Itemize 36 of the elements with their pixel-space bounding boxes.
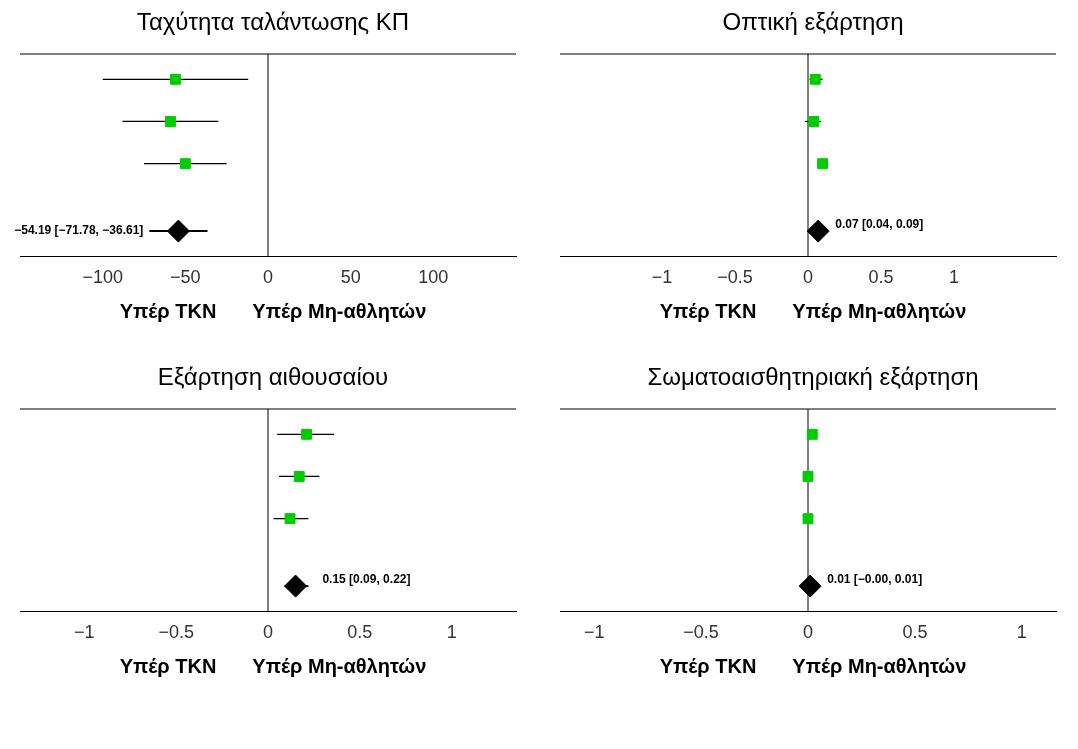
chart-title: Εξάρτηση αιθουσαίου (156, 363, 390, 391)
x-tick-label: 0 (262, 267, 274, 288)
chart-title: Ταχύτητα ταλάντωσης ΚΠ (135, 8, 411, 36)
data-label: 0.01 [−0.00, 0.01] (827, 572, 923, 587)
data-label: −54.19 [−71.78, −36.61] (14, 223, 144, 238)
x-tick-label: −0.5 (717, 267, 753, 288)
x-tick-label: 50 (340, 267, 361, 288)
x-tick-label: −1 (74, 622, 95, 643)
x-tick-label: 1 (1016, 622, 1027, 643)
x-tick-label: 100 (418, 267, 449, 288)
text: Υπέρ ΤΚΝ (659, 300, 757, 323)
x-tick-label: 0 (802, 267, 814, 288)
x-tick-label: −0.5 (683, 622, 719, 643)
text: Υπέρ Μη-αθλητών (792, 655, 967, 678)
x-tick-label: 0.5 (868, 267, 894, 288)
x-tick-label: 0.5 (347, 622, 373, 643)
x-tick-label: −0.5 (158, 622, 194, 643)
x-tick-label: 1 (446, 622, 457, 643)
text: Υπέρ Μη-αθλητών (252, 300, 427, 323)
x-tick-label: 1 (948, 267, 959, 288)
x-tick-label: −100 (82, 267, 123, 288)
chart-title: Οπτική εξάρτηση (721, 8, 905, 36)
x-tick-label: −1 (651, 267, 673, 288)
text: Υπέρ ΤΚΝ (119, 655, 217, 678)
data-label: 0.15 [0.09, 0.22] (322, 572, 411, 587)
text: Υπέρ Μη-αθλητών (792, 300, 967, 323)
x-tick-label: −1 (583, 622, 605, 643)
text: Υπέρ Μη-αθλητών (252, 655, 427, 678)
x-tick-label: −50 (170, 267, 201, 288)
text: Υπέρ ΤΚΝ (659, 655, 757, 678)
x-tick-label: 0 (262, 622, 274, 643)
x-tick-label: 0 (802, 622, 814, 643)
x-tick-label: 0.5 (902, 622, 928, 643)
data-label: 0.07 [0.04, 0.09] (835, 217, 924, 232)
chart-title: Σωματοαισθητηριακή εξάρτηση (646, 363, 980, 391)
text: Υπέρ ΤΚΝ (119, 300, 217, 323)
